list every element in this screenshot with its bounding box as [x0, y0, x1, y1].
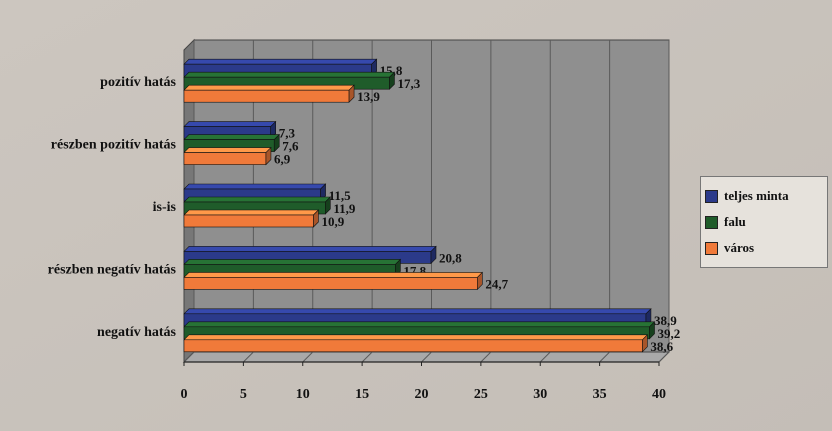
data-label: 7,3	[279, 126, 296, 141]
bar	[183, 277, 478, 290]
x-tick-label: 0	[181, 387, 188, 402]
category-label: részben negatív hatás	[48, 262, 177, 277]
bar-end	[348, 84, 355, 103]
bar-top	[183, 134, 280, 140]
bar-end	[325, 196, 331, 215]
bar-end	[265, 146, 272, 166]
legend-label-teljes-minta: teljes minta	[724, 188, 789, 203]
bar-top	[183, 121, 277, 127]
legend-swatch-teljes-minta	[705, 189, 718, 203]
bar-top	[183, 246, 437, 252]
bar-end	[477, 271, 483, 291]
data-label: 7,6	[282, 139, 299, 154]
bar-end	[649, 321, 655, 340]
category-label: is-is	[153, 200, 177, 215]
bar-top	[183, 71, 396, 78]
legend-swatch-varos	[705, 241, 718, 255]
gridline-floor	[183, 351, 195, 363]
bar-top	[183, 147, 272, 153]
bar-top	[183, 321, 656, 328]
bar-top	[183, 259, 402, 265]
bar-end	[642, 334, 648, 353]
category-label: részben pozitív hatás	[51, 138, 177, 153]
data-label: 11,5	[329, 188, 352, 203]
bar-top	[183, 84, 355, 91]
data-label: 11,9	[333, 201, 356, 216]
legend-label-varos: város	[724, 240, 755, 255]
data-label: 10,9	[321, 214, 344, 229]
legend-item-falu: falu	[705, 209, 827, 235]
x-tick-label: 35	[593, 387, 607, 402]
bar	[183, 339, 643, 353]
legend-item-varos: város	[705, 235, 827, 261]
bar-top	[183, 183, 327, 190]
gridline-floor	[658, 351, 670, 363]
bar-end	[389, 71, 395, 90]
bar-end	[430, 245, 437, 265]
bar-top	[183, 196, 332, 203]
legend-label-falu: falu	[724, 214, 746, 229]
bar	[183, 152, 267, 165]
data-label: 20,8	[439, 250, 462, 265]
gridline-floor	[599, 351, 610, 363]
gridline-floor	[480, 351, 492, 363]
x-tick-label: 30	[533, 387, 547, 402]
category-label: negatív hatás	[97, 325, 177, 340]
gridline-floor	[361, 351, 373, 363]
bar-top	[183, 308, 652, 315]
bar-top	[183, 209, 320, 216]
bar-end	[313, 209, 319, 228]
x-tick-label: 10	[296, 387, 310, 402]
x-tick-label: 5	[240, 387, 247, 402]
gridline-floor	[421, 351, 432, 363]
gridline-floor	[243, 351, 254, 363]
bar-end	[273, 133, 280, 153]
legend: teljes minta falu város	[700, 176, 828, 268]
bar-top	[183, 272, 484, 278]
x-tick-label: 15	[355, 387, 369, 402]
data-label: 17,3	[397, 76, 420, 91]
data-label: 24,7	[485, 276, 508, 291]
gridline-floor	[302, 351, 314, 363]
data-label: 38,6	[650, 339, 673, 354]
bar-top	[183, 334, 649, 341]
x-tick-label: 25	[474, 387, 488, 402]
data-label: 13,9	[357, 89, 380, 104]
bar-top	[183, 58, 378, 65]
data-label: 6,9	[274, 152, 291, 167]
legend-item-teljes-minta: teljes minta	[705, 183, 827, 209]
x-tick-label: 40	[652, 387, 666, 402]
data-label: 38,9	[654, 313, 677, 328]
category-label: pozitív hatás	[100, 75, 176, 90]
x-tick-label: 20	[415, 387, 429, 402]
bar	[183, 214, 314, 228]
gridline-floor	[539, 351, 551, 363]
bar	[183, 89, 350, 103]
data-label: 39,2	[658, 326, 681, 341]
legend-swatch-falu	[705, 215, 718, 229]
